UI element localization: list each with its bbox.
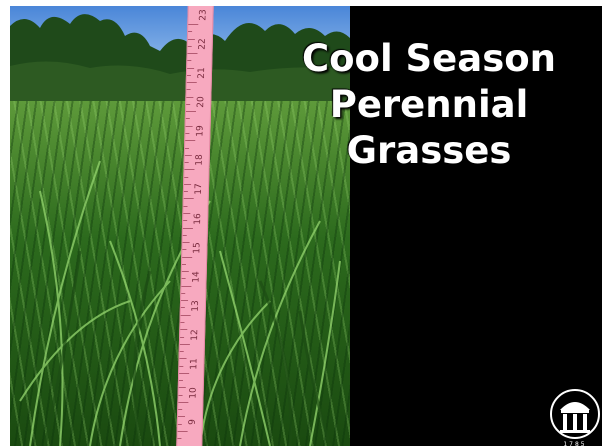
ruler-tick (185, 111, 197, 113)
ruler-minor-tick (182, 249, 187, 251)
ruler-tick (187, 53, 198, 55)
ruler-minor-tick (184, 162, 189, 164)
ruler-minor-tick (178, 394, 183, 396)
ruler-minor-tick (181, 292, 186, 294)
ruler-number: 21 (196, 67, 208, 79)
ruler-number: 16 (193, 212, 204, 225)
slide: 23 22 21 20 19 18 17 16 15 14 13 12 11 10 9 Cool Seaso… (10, 6, 602, 446)
ruler-minor-tick (187, 45, 192, 47)
ruler-number: 9 (187, 419, 198, 425)
ruler-minor-tick (183, 220, 188, 222)
ruler-minor-tick (177, 423, 182, 425)
ruler-number: 14 (191, 270, 202, 283)
ruler-tick (178, 401, 189, 403)
ruler-number: 13 (190, 299, 202, 312)
grass-photo: 23 22 21 20 19 18 17 16 15 14 13 12 11 10 9 (10, 6, 350, 446)
ruler-minor-tick (181, 263, 187, 265)
ruler-minor-tick (180, 336, 185, 338)
ruler-minor-tick (187, 60, 192, 62)
ruler-minor-tick (185, 125, 193, 127)
ruler-minor-tick (184, 183, 192, 185)
ruler-tick (184, 169, 195, 171)
ruler-minor-tick (179, 365, 184, 367)
ruler-minor-tick (184, 154, 192, 156)
ruler-tick (182, 227, 193, 229)
ruler-minor-tick (186, 96, 194, 98)
ruler-tick (188, 24, 199, 25)
ruler-tick (185, 140, 196, 142)
ruler-tick (179, 343, 190, 345)
title-line-1: Cool Season (301, 37, 557, 80)
grass-blades (19, 160, 341, 446)
ruler-number: 19 (195, 125, 206, 138)
ruler-number: 22 (197, 38, 208, 50)
ruler-number: 20 (196, 96, 207, 108)
ruler-minor-tick (178, 380, 183, 382)
ruler-tick (180, 314, 191, 316)
ruler-minor-tick (186, 103, 191, 105)
ruler-tick (182, 256, 193, 258)
slide-title: Cool Season Perennial Grasses (268, 36, 590, 174)
ruler-minor-tick (183, 212, 191, 214)
ruler-minor-tick (185, 147, 190, 149)
ruler-tick (177, 431, 188, 432)
ruler-number: 11 (189, 358, 200, 370)
ruler-number: 10 (188, 387, 199, 399)
ruler-minor-tick (180, 329, 188, 331)
ruler-minor-tick (182, 234, 187, 236)
ruler-minor-tick (184, 176, 189, 178)
ruler-minor-tick (179, 351, 184, 353)
arch-icon: 1785 (550, 389, 600, 446)
ruler-number: 18 (194, 154, 205, 167)
ruler-number: 12 (190, 329, 201, 341)
ruler-minor-tick (178, 387, 186, 389)
ruler-minor-tick (186, 74, 191, 76)
ruler-tick (183, 198, 194, 200)
title-line-2: Perennial (329, 83, 529, 126)
ruler-tick (181, 285, 192, 287)
ruler-minor-tick (182, 242, 190, 244)
ruler-minor-tick (183, 205, 188, 207)
ruler-tick (179, 372, 190, 374)
tree-line (10, 14, 350, 106)
ruler-number: 23 (198, 9, 209, 21)
ruler-minor-tick (177, 416, 186, 418)
ruler-minor-tick (185, 118, 190, 120)
ruler-minor-tick (178, 409, 183, 411)
ruler-minor-tick (187, 38, 195, 40)
ruler-minor-tick (180, 321, 185, 323)
ruler-number: 17 (193, 183, 205, 196)
ruler-minor-tick (185, 133, 190, 135)
ruler-minor-tick (180, 307, 185, 309)
ruler-minor-tick (183, 191, 188, 193)
ruler-minor-tick (188, 31, 193, 33)
ruler-minor-tick (181, 278, 186, 280)
ruler-minor-tick (179, 358, 187, 360)
ruler-minor-tick (181, 271, 189, 273)
logo-year: 1785 (563, 441, 586, 446)
ruler-tick (186, 82, 197, 84)
ruler-number: 15 (192, 241, 203, 254)
ruler-minor-tick (187, 67, 195, 69)
ruler-minor-tick (177, 438, 182, 440)
ruler-minor-tick (181, 300, 189, 302)
title-line-3: Grasses (346, 129, 512, 172)
ruler-minor-tick (186, 89, 191, 91)
